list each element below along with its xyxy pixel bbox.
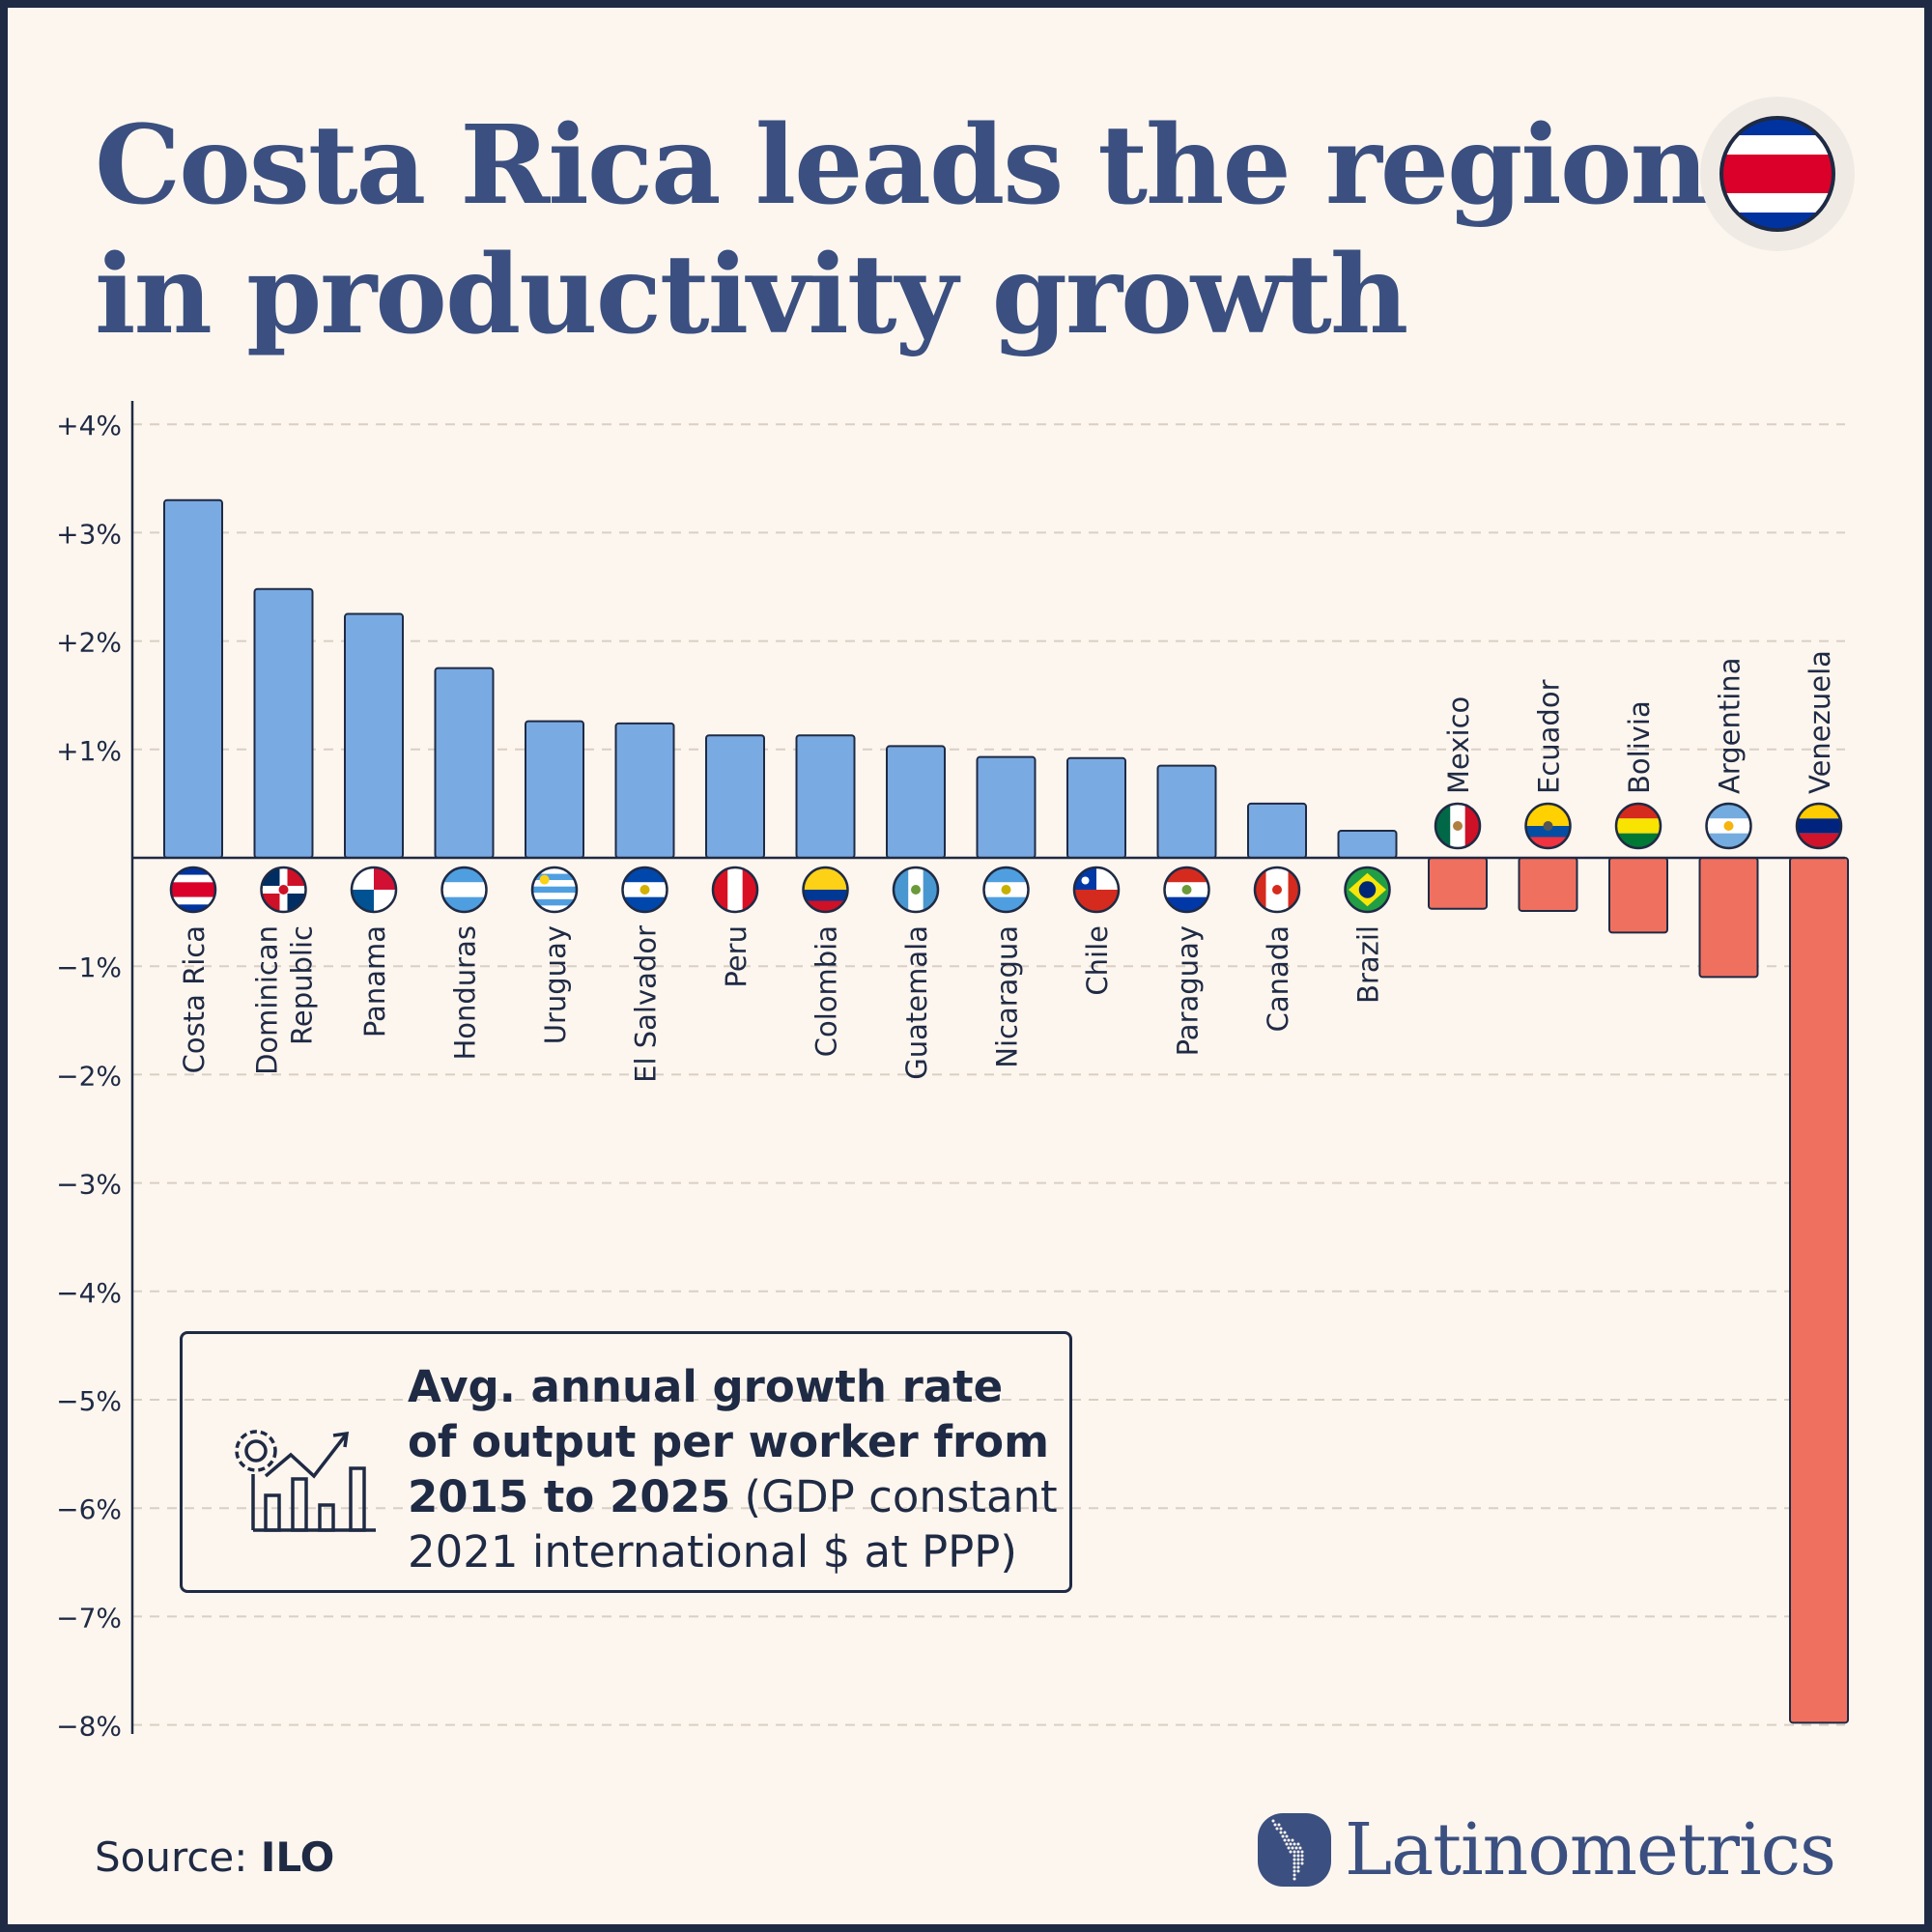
bar-chart: +4% +3% +2% +1% −1% −2% −3% −4% −5% −6% −7% −8% Cost…: [56, 401, 1849, 1743]
bar-costa-rica: [163, 498, 223, 859]
bar-ecuador: [1518, 857, 1578, 912]
y-tick-label: −7%: [56, 1602, 122, 1634]
category-label: Honduras: [449, 925, 482, 1061]
bar-peru: [705, 734, 765, 859]
y-tick-label: −5%: [56, 1385, 122, 1417]
bar-guatemala: [886, 745, 946, 860]
source-label: Source:: [95, 1833, 261, 1881]
legend-bold-text: Avg. annual growth rate of output per wo…: [408, 1361, 1049, 1522]
bar-nicaragua: [976, 755, 1037, 859]
y-tick-label: +1%: [56, 735, 122, 767]
category-label: Bolivia: [1623, 700, 1656, 794]
y-tick-label: −2%: [56, 1060, 122, 1092]
brand-name: Latinometrics: [1345, 1808, 1836, 1891]
panama-flag-icon: [350, 866, 398, 914]
legend-box: Avg. annual growth rate of output per wo…: [180, 1331, 1072, 1593]
category-label: Brazil: [1352, 925, 1385, 1004]
bar-panama: [344, 612, 404, 859]
category-label: Costa Rica: [178, 925, 211, 1073]
bar-argentina: [1698, 857, 1759, 979]
bar-chile: [1066, 756, 1126, 859]
paraguay-flag-icon: [1163, 866, 1210, 914]
bar-mexico: [1428, 857, 1488, 910]
y-tick-label: −8%: [56, 1711, 122, 1743]
mexico-flag-icon: [1434, 802, 1482, 850]
el-salvador-flag-icon: [621, 866, 668, 914]
category-label: Nicaragua: [991, 925, 1024, 1068]
category-label: Panama: [358, 925, 391, 1037]
costa-rica-flag-icon: [1700, 97, 1855, 251]
source-note: Source: ILO: [95, 1833, 334, 1881]
category-label: Uruguay: [539, 925, 572, 1044]
y-tick-label: −3%: [56, 1169, 122, 1201]
bar-honduras: [434, 667, 495, 860]
category-label: Colombia: [810, 925, 843, 1057]
category-label: Dominican: [251, 925, 284, 1075]
brand-logo: Latinometrics: [1258, 1808, 1836, 1891]
dominican-republic-flag-icon: [260, 866, 307, 914]
source-value: ILO: [260, 1833, 335, 1881]
nicaragua-flag-icon: [982, 866, 1030, 914]
category-label: Chile: [1081, 925, 1114, 996]
costa-rica-flag-icon: [169, 866, 217, 914]
uruguay-flag-icon: [530, 866, 579, 914]
ecuador-flag-icon: [1524, 802, 1572, 850]
y-tick-label: −6%: [56, 1493, 122, 1525]
bar-dominican-republic: [253, 587, 314, 860]
brazil-flag-icon: [1344, 866, 1391, 914]
y-tick-label: −4%: [56, 1277, 122, 1309]
honduras-flag-icon: [440, 866, 488, 914]
title-line-1: Costa Rica leads the region: [95, 102, 1709, 229]
category-label: Peru: [720, 925, 753, 988]
title-line-2: in productivity growth: [95, 232, 1408, 358]
chart-title: Costa Rica leads the region in productivi…: [95, 101, 1709, 360]
category-label: Paraguay: [1172, 925, 1205, 1056]
chile-flag-icon: [1072, 866, 1121, 914]
canada-flag-icon: [1253, 866, 1301, 914]
bolivia-flag-icon: [1614, 802, 1662, 850]
peru-flag-icon: [711, 866, 759, 914]
category-label: Argentina: [1714, 658, 1747, 794]
bar-colombia: [795, 734, 856, 859]
legend-regular-text: (GDP constant 2021 international $ at PP…: [408, 1471, 1058, 1577]
legend-text: Avg. annual growth rate of output per wo…: [408, 1359, 1065, 1579]
gear-growth-chart-icon: [235, 1430, 376, 1532]
bar-bolivia: [1608, 857, 1668, 934]
category-label: Ecuador: [1533, 679, 1566, 794]
category-label: Mexico: [1442, 696, 1475, 794]
category-label: Venezuela: [1804, 650, 1836, 794]
bar-brazil: [1337, 829, 1398, 860]
category-label: Canada: [1262, 925, 1294, 1032]
latin-america-map-icon: [1258, 1813, 1331, 1887]
y-tick-label: −1%: [56, 952, 122, 983]
y-tick-label: +2%: [56, 627, 122, 659]
bar-uruguay: [525, 720, 584, 859]
venezuela-flag-icon: [1795, 802, 1843, 850]
bar-el-salvador: [614, 722, 675, 860]
y-tick-label: +4%: [56, 410, 122, 441]
bar-venezuela: [1789, 857, 1849, 1724]
argentina-flag-icon: [1705, 802, 1752, 850]
bar-paraguay: [1156, 764, 1217, 860]
bar-canada: [1247, 802, 1307, 860]
y-tick-label: +3%: [56, 518, 122, 550]
guatemala-flag-icon: [892, 866, 940, 914]
category-label: El Salvador: [630, 925, 663, 1083]
colombia-flag-icon: [802, 866, 849, 914]
category-label: Republic: [286, 925, 319, 1045]
category-label: Guatemala: [900, 925, 933, 1080]
